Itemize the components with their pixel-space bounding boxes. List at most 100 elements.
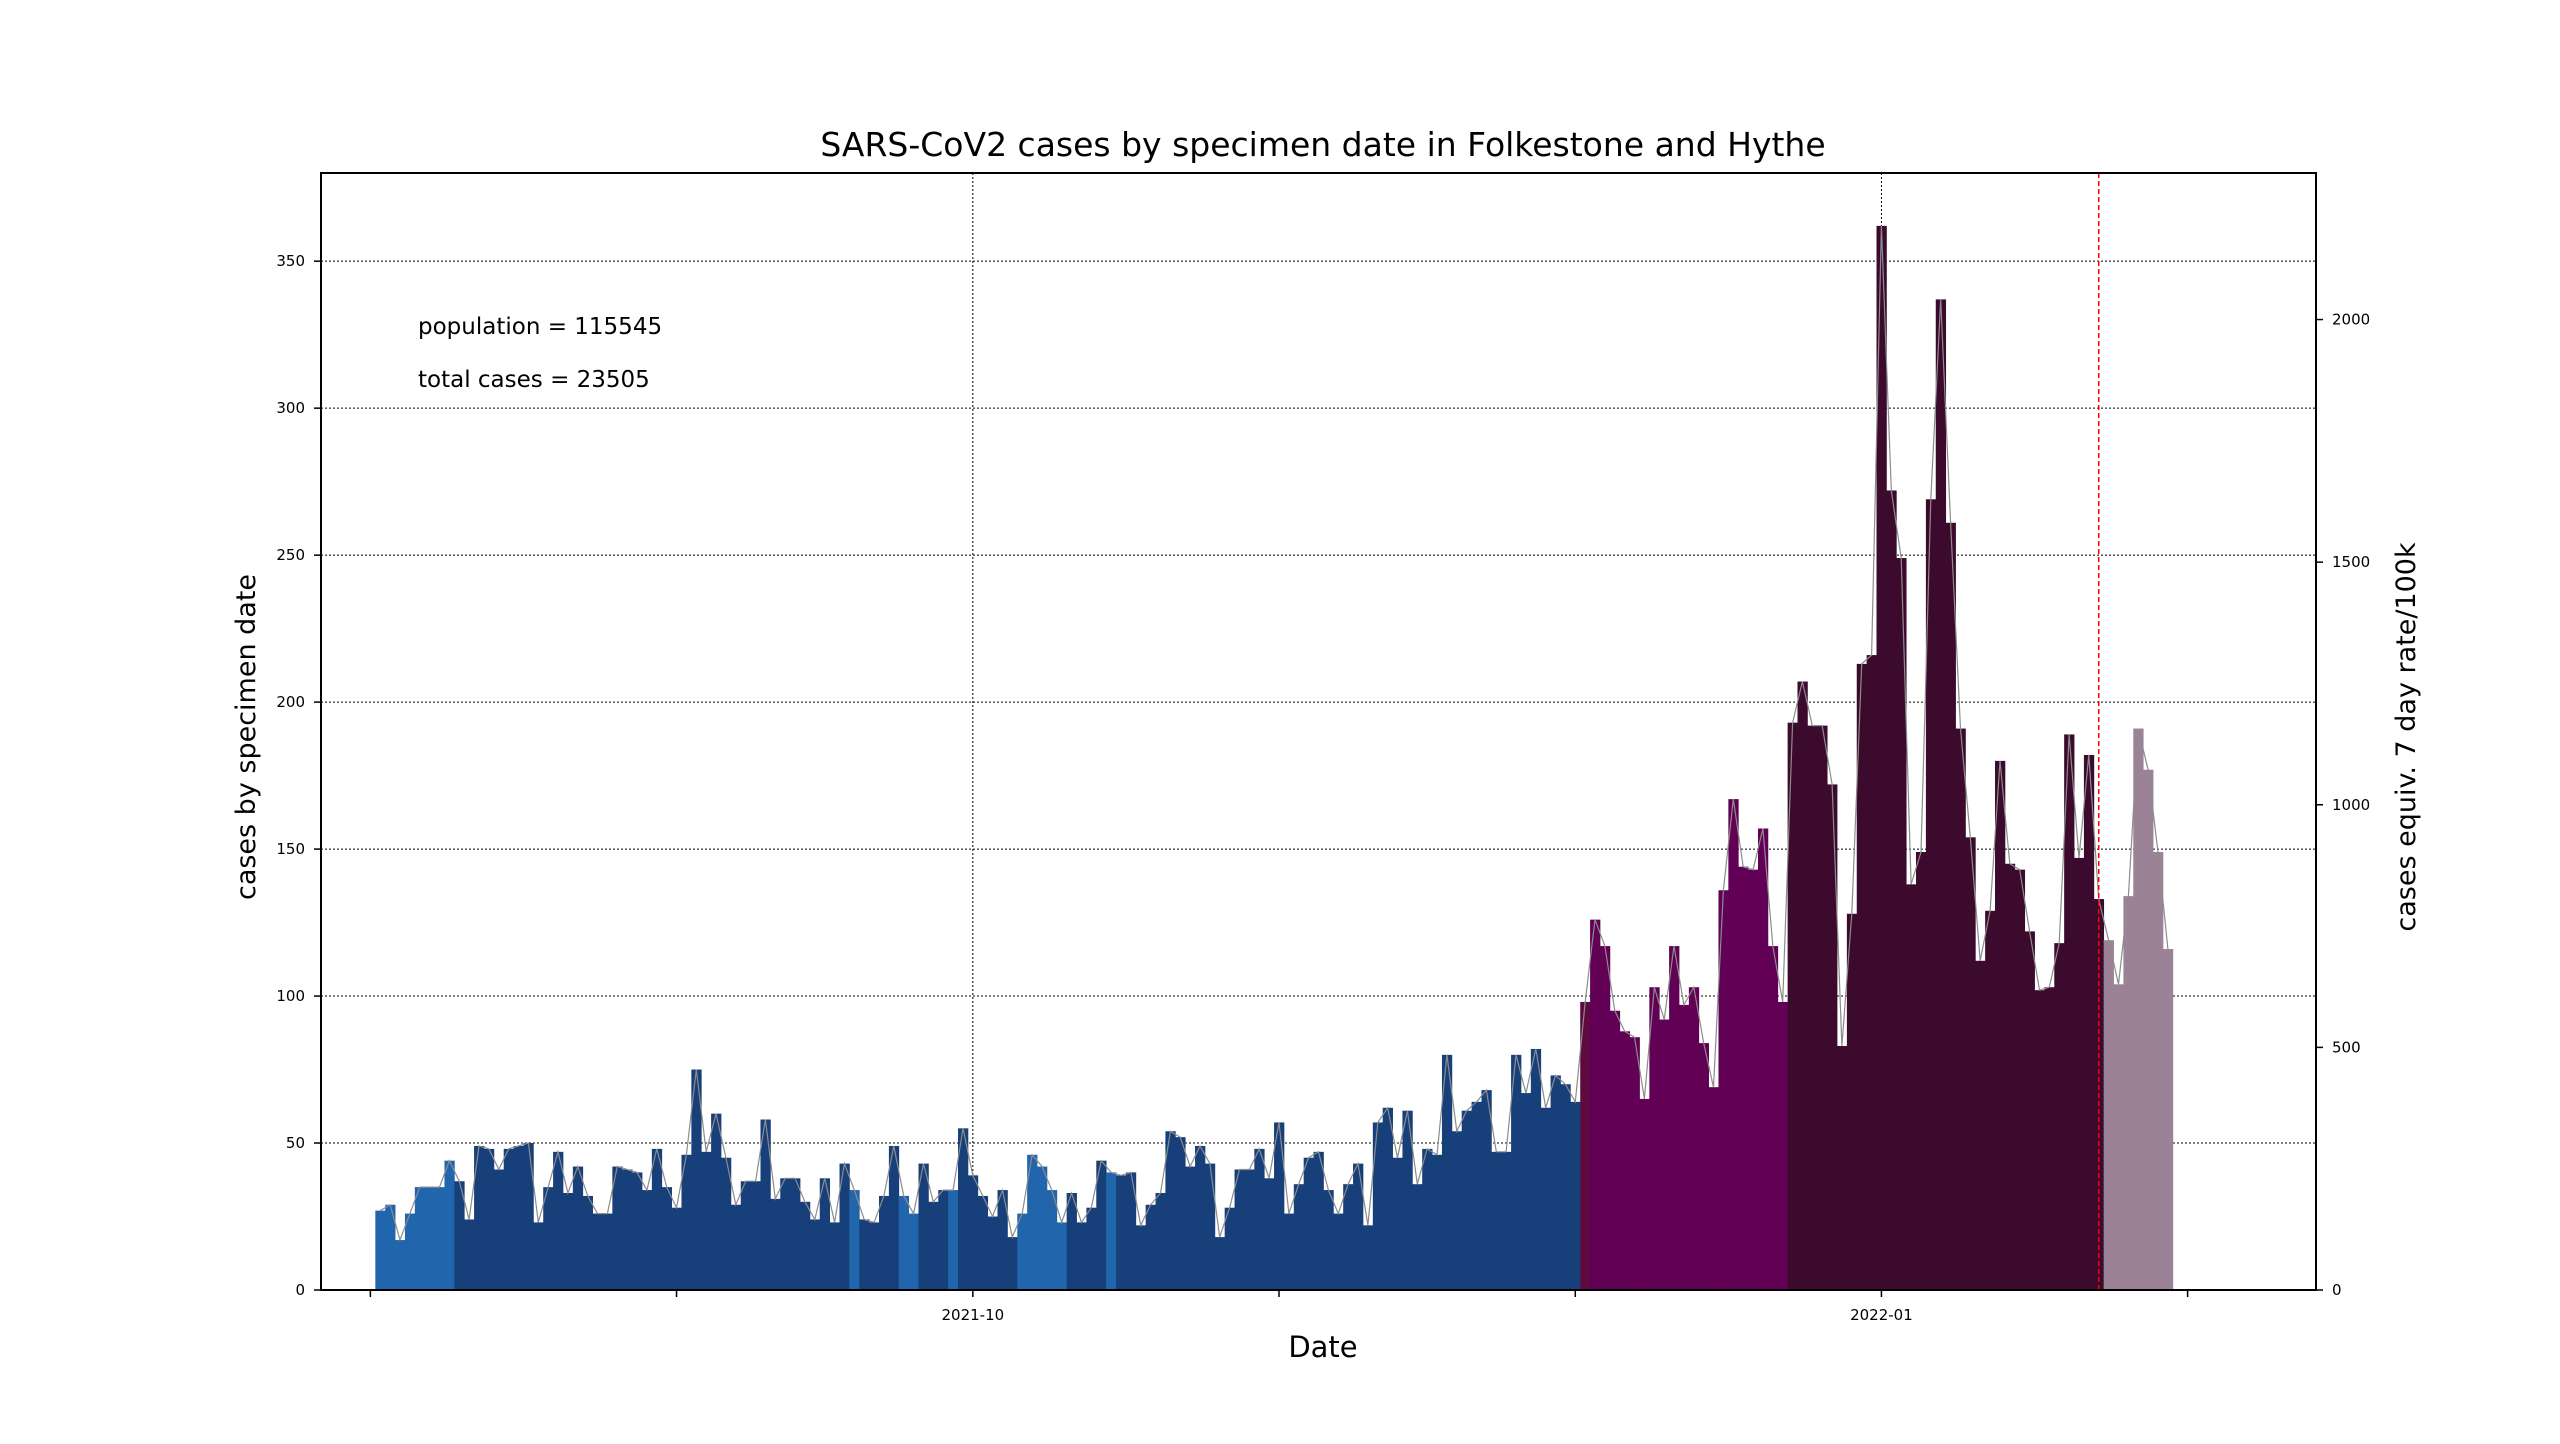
bar [533, 1222, 544, 1290]
bar [1027, 1154, 1038, 1290]
y2-tick-label: 0 [2332, 1281, 2342, 1299]
bar [730, 1204, 742, 1290]
bar [612, 1166, 623, 1290]
chart-title: SARS-CoV2 cases by specimen date in Folk… [820, 125, 1825, 164]
bar [543, 1187, 554, 1290]
bar [464, 1219, 475, 1290]
bar [1886, 490, 1897, 1291]
bar [1767, 946, 1779, 1290]
y-tick-label: 200 [276, 693, 305, 711]
bar [2153, 852, 2164, 1290]
bar [1599, 946, 1611, 1290]
bar [1520, 1093, 1532, 1290]
bar [1530, 1048, 1542, 1290]
bar [1501, 1151, 1512, 1290]
bar [2074, 857, 2085, 1290]
bar [454, 1181, 465, 1290]
bar [1748, 869, 1759, 1290]
bar [2143, 769, 2154, 1290]
bar [651, 1148, 663, 1290]
bar [2162, 949, 2174, 1290]
bar [1866, 655, 1877, 1290]
bar [1382, 1107, 1393, 1290]
bar [1945, 522, 1956, 1290]
bar [1283, 1213, 1295, 1290]
bar [908, 1213, 919, 1290]
bar [602, 1213, 613, 1290]
bar [1076, 1222, 1087, 1290]
bar [829, 1222, 840, 1290]
bar [720, 1157, 732, 1290]
bar [1046, 1190, 1058, 1290]
bar [1925, 499, 1937, 1290]
bar [2004, 863, 2016, 1290]
y-tick-label: 350 [276, 252, 305, 270]
bar [740, 1181, 752, 1290]
bar [1807, 725, 1818, 1290]
bar [1125, 1172, 1137, 1290]
bar [1313, 1151, 1324, 1290]
bar [1362, 1225, 1374, 1290]
bars [375, 225, 2174, 1291]
bar [849, 1190, 860, 1290]
bar [1145, 1204, 1156, 1290]
bar [2044, 987, 2055, 1290]
bar [1007, 1237, 1018, 1290]
bar [681, 1154, 692, 1290]
bar [1086, 1207, 1097, 1290]
bar [592, 1213, 603, 1290]
bar [1185, 1166, 1196, 1290]
bar [1837, 1046, 1848, 1290]
bar [1619, 1031, 1631, 1290]
y-tick-label: 0 [295, 1281, 305, 1299]
bar [1244, 1169, 1255, 1290]
bar [1481, 1090, 1492, 1290]
bar [661, 1187, 673, 1290]
bar [809, 1219, 821, 1290]
bar [898, 1195, 910, 1290]
bar [1985, 910, 1996, 1290]
bar [1491, 1151, 1502, 1290]
bar [1204, 1163, 1216, 1290]
bar [1688, 987, 1700, 1290]
ticks: 0 50 100 150 200 250 300 350 0 500 1000 1500 2000 202… [276, 252, 2370, 1324]
bar [1698, 1043, 1710, 1290]
bar [1511, 1054, 1522, 1290]
y2-tick-label: 2000 [2332, 311, 2370, 329]
bar [869, 1222, 880, 1290]
bar [1787, 722, 1798, 1290]
bar [819, 1178, 831, 1290]
bar [691, 1069, 702, 1290]
bar [1906, 884, 1917, 1290]
bar [1540, 1107, 1551, 1290]
bar [562, 1192, 574, 1290]
bar [2064, 734, 2075, 1290]
bar [513, 1145, 524, 1290]
plot-frame [320, 172, 2317, 1291]
bar [1669, 946, 1680, 1290]
bar [1066, 1192, 1077, 1290]
y-tick-label: 250 [276, 546, 305, 564]
bar [1639, 1098, 1650, 1290]
bar [404, 1213, 416, 1290]
bar [1728, 799, 1739, 1290]
bar [1856, 663, 1868, 1290]
bar [1609, 1010, 1621, 1290]
y2-tick-label: 1000 [2332, 796, 2370, 814]
bar [1441, 1054, 1453, 1290]
bar [1106, 1172, 1117, 1290]
y2-axis-label: cases equiv. 7 day rate/100k [2391, 542, 2422, 932]
gridlines [321, 173, 2316, 1290]
bar [1590, 919, 1601, 1290]
bar [483, 1148, 495, 1290]
bar [414, 1187, 426, 1290]
y-tick-label: 150 [276, 840, 305, 858]
bar [790, 1178, 801, 1290]
y-axis-label: cases by specimen date [231, 574, 262, 900]
bar [2133, 728, 2144, 1290]
bar [1165, 1131, 1176, 1290]
rolling-average [379, 225, 2169, 1242]
bar [760, 1119, 771, 1290]
bar [1343, 1184, 1354, 1290]
